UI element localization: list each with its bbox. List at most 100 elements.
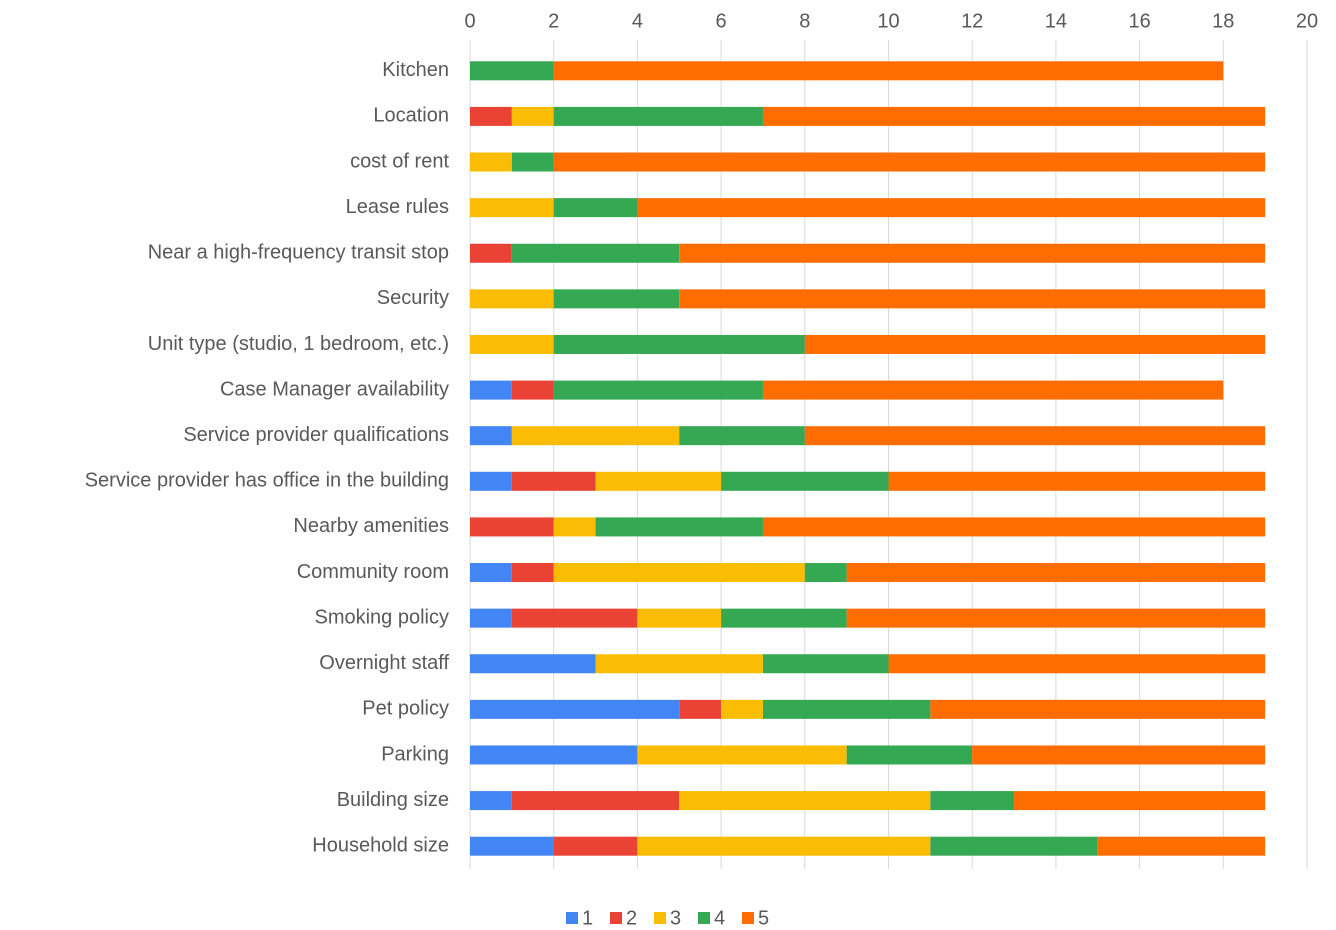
y-tick-label: Near a high-frequency transit stop [148,242,449,264]
bar-segment [762,106,1266,126]
bar-segment [637,836,931,856]
bar-segment [595,654,763,674]
bar-segment [637,608,722,628]
x-tick-label: 12 [961,10,983,32]
bar-segment [511,426,680,446]
bar-segment [470,836,554,856]
bar-segment [595,517,763,537]
bar-segment [972,745,1266,765]
x-tick-label: 10 [877,10,899,32]
bar-segment [511,152,554,172]
bar-segment [553,106,763,126]
x-tick-label: 18 [1212,10,1234,32]
y-tick-label: Smoking policy [314,606,449,628]
legend-swatch [698,912,710,924]
y-tick-label: Building size [337,789,449,811]
bar-segment [470,198,554,218]
y-tick-label: Lease rules [346,196,449,218]
bar-segment [553,289,680,309]
bar-segment [511,471,596,491]
y-tick-label: Unit type (studio, 1 bedroom, etc.) [148,333,449,355]
bar-segment [804,334,1266,354]
bar-segment [721,471,889,491]
bar-segment [470,152,512,172]
bar-segment [511,791,680,811]
x-tick-label: 16 [1128,10,1150,32]
bar-segment [930,699,1266,719]
legend-swatch [610,912,622,924]
bar-segment [762,699,931,719]
bar-segment [553,152,1266,172]
x-tick-label: 20 [1296,10,1318,32]
bar-segment [721,699,763,719]
bar-segment [846,608,1266,628]
y-tick-label: Security [377,287,449,309]
y-tick-label: Kitchen [382,59,449,81]
bar-segment [470,654,596,674]
bar-segment [553,836,638,856]
bar-segment [470,334,554,354]
bar-segment [679,791,931,811]
bar-segment [1014,791,1266,811]
y-tick-label: Case Manager availability [220,378,449,400]
x-tick-label: 6 [716,10,727,32]
bar-segment [470,563,512,583]
bar-segment [470,791,512,811]
bar-segment [637,745,847,765]
legend-label: 4 [714,907,725,929]
y-tick-label: Service provider qualifications [183,424,449,446]
y-tick-label: Location [373,105,449,127]
x-tick-label: 4 [632,10,643,32]
bar-segment [470,380,512,400]
bar-segment [470,745,638,765]
bar-segment [511,243,680,263]
bar-segment [511,608,638,628]
bar-segment [470,426,512,446]
bar-segment [679,699,722,719]
x-tick-label: 14 [1045,10,1067,32]
bar-segment [804,426,1266,446]
x-tick-label: 0 [464,10,475,32]
bar-segment [553,334,805,354]
legend-label: 1 [582,907,593,929]
bar-segment [888,654,1266,674]
x-tick-label: 2 [548,10,559,32]
bar-segment [470,106,512,126]
bar-segment [1097,836,1266,856]
legend-swatch [654,912,666,924]
bar-segment [679,426,805,446]
y-tick-label: Nearby amenities [293,515,449,537]
bar-segment [679,243,1266,263]
legend-label: 5 [758,907,769,929]
y-tick-label: cost of rent [350,150,449,172]
bar-segment [930,791,1015,811]
bar-segment [470,61,554,81]
bar-segment [762,517,1266,537]
bar-segment [470,471,512,491]
bar-segment [553,380,763,400]
bar-segment [762,654,889,674]
y-tick-label: Household size [312,834,449,856]
bar-segment [511,563,554,583]
bar-segment [511,380,554,400]
y-tick-label: Service provider has office in the build… [85,470,449,492]
bar-segment [762,380,1224,400]
bar-segment [553,198,638,218]
legend-label: 3 [670,907,681,929]
bar-segment [804,563,847,583]
y-tick-label: Community room [297,561,449,583]
bar-segment [553,563,805,583]
bar-segment [553,517,596,537]
y-tick-label: Overnight staff [319,652,449,674]
bar-segment [595,471,722,491]
y-tick-label: Parking [381,743,449,765]
bar-segment [470,243,512,263]
bar-segment [888,471,1266,491]
bar-segment [553,61,1224,81]
legend-swatch [742,912,754,924]
bar-segment [470,289,554,309]
y-tick-label: Pet policy [362,698,449,720]
bar-segment [721,608,847,628]
bar-segment [930,836,1098,856]
